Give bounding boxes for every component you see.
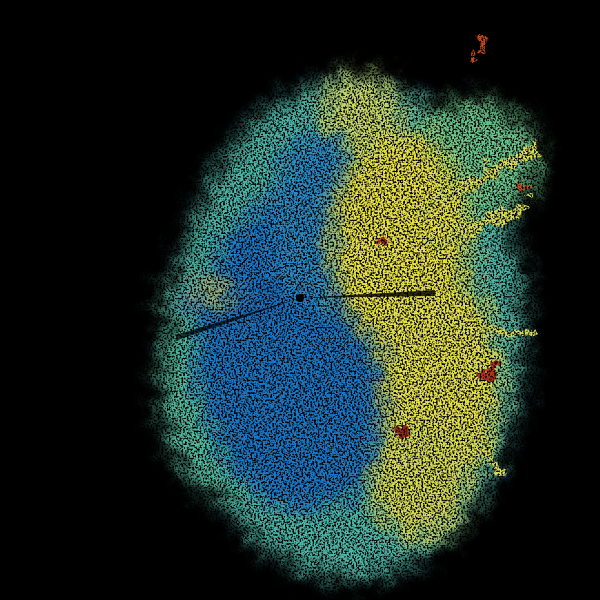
rays (420, 140, 545, 475)
beam-block (300, 290, 435, 298)
beam-block (175, 298, 300, 340)
red-cells (380, 36, 527, 436)
echo-field (160, 36, 545, 580)
